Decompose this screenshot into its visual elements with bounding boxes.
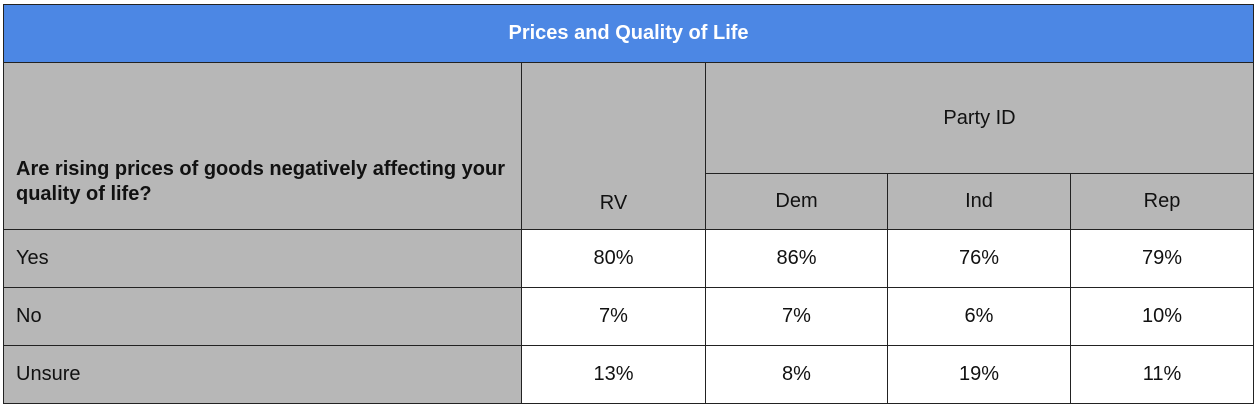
- cell-yes-dem: 86%: [705, 229, 888, 288]
- row-label-unsure: Unsure: [3, 345, 522, 404]
- cell-yes-rep: 79%: [1069, 229, 1255, 288]
- table-row: Yes 80% 86% 76% 79%: [3, 229, 1255, 288]
- cell-no-rep: 10%: [1069, 287, 1255, 346]
- table-title: Prices and Quality of Life: [2, 4, 1255, 63]
- cell-unsure-dem: 8%: [705, 345, 888, 404]
- results-table: Prices and Quality of Life Are rising pr…: [2, 4, 1255, 404]
- cell-unsure-rv: 13%: [521, 345, 706, 404]
- ind-header: Ind: [887, 173, 1071, 230]
- row-label-no: No: [3, 287, 522, 346]
- cell-yes-ind: 76%: [887, 229, 1071, 288]
- row-label-yes: Yes: [3, 229, 522, 288]
- dem-header: Dem: [705, 173, 888, 230]
- cell-no-dem: 7%: [705, 287, 888, 346]
- header-row-sub: Dem Ind Rep: [4, 173, 1255, 230]
- rep-header: Rep: [1069, 173, 1255, 230]
- cell-unsure-ind: 19%: [887, 345, 1071, 404]
- table-row: Unsure 13% 8% 19% 11%: [3, 345, 1255, 404]
- cell-no-rv: 7%: [521, 287, 706, 346]
- title-row: Prices and Quality of Life: [2, 4, 1255, 63]
- cell-no-ind: 6%: [887, 287, 1071, 346]
- cell-unsure-rep: 11%: [1069, 345, 1255, 404]
- cell-yes-rv: 80%: [521, 229, 706, 288]
- table-row: No 7% 7% 6% 10%: [3, 287, 1255, 346]
- party-id-header: Party ID: [704, 62, 1255, 174]
- question-header: Are rising prices of goods negatively af…: [3, 62, 522, 230]
- rv-header: RV: [521, 62, 706, 230]
- header-row-top: Are rising prices of goods negatively af…: [3, 62, 1255, 230]
